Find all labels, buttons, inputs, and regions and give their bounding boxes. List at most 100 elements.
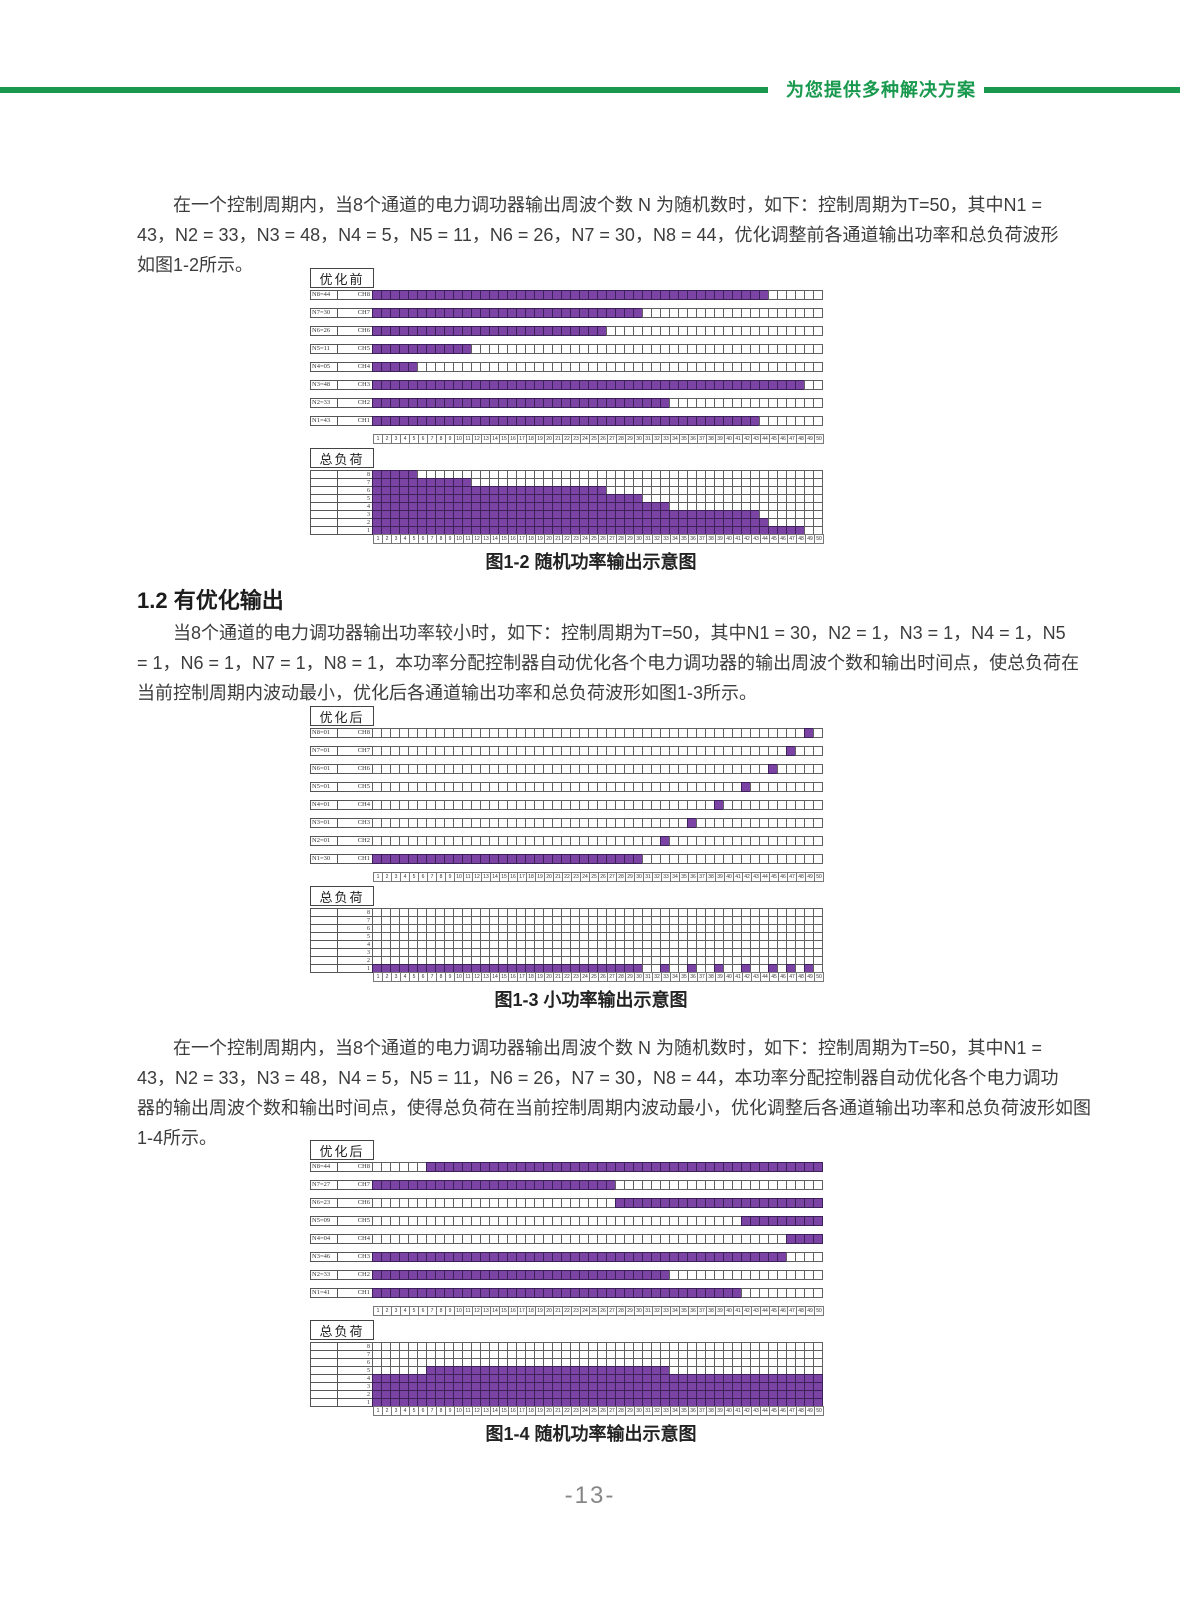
grid-cell — [813, 344, 823, 354]
cycle-grid — [372, 1234, 823, 1244]
total-load-title-box: 总负荷 — [310, 886, 374, 906]
paragraph-line: = 1，N6 = 1，N7 = 1，N8 = 1，本功率分配控制器自动优化各个电… — [137, 653, 1080, 673]
channel-n-label: N7=30 — [310, 308, 338, 318]
cycle-grid — [372, 746, 823, 756]
cycle-grid — [372, 948, 823, 957]
total-load-title-box: 总负荷 — [310, 1320, 374, 1340]
channel-name-label: CH6 — [337, 764, 373, 774]
channel-name-label: CH6 — [337, 1198, 373, 1208]
channel-row: N1=43 CH1 — [310, 416, 826, 426]
paragraph-line: 43，N2 = 33，N3 = 48，N4 = 5，N5 = 11，N6 = 2… — [137, 225, 1059, 245]
channel-row: N7=01 CH7 — [310, 746, 826, 756]
cycle-axis: 1 2 3 4 5 6 7 8 9 10 11 12 13 14 15 16 17 18 19 20 21 22 23 24 2… — [373, 1406, 826, 1416]
cycle-grid — [372, 1252, 823, 1262]
load-level-label: 1 — [337, 526, 373, 535]
channel-row: N8=44 CH8 — [310, 290, 826, 300]
grid-cell — [813, 1234, 823, 1244]
axis-tick: 50 — [814, 534, 824, 544]
channel-n-label: N5=09 — [310, 1216, 338, 1226]
grid-cell — [813, 1198, 823, 1208]
total-load-row: 3 — [310, 948, 826, 957]
channel-n-label: N7=01 — [310, 746, 338, 756]
paragraph-random-after: 在一个控制周期内，当8个通道的电力调功器输出周波个数 N 为随机数时，如下：控制… — [137, 1033, 1091, 1153]
paragraph-line: 如图1-2所示。 — [137, 255, 254, 275]
channel-row: N2=33 CH2 — [310, 1270, 826, 1280]
cycle-grid — [372, 1382, 823, 1391]
cycle-axis: 1 2 3 4 5 6 7 8 9 10 11 12 13 14 15 16 17 18 19 20 21 22 23 24 2… — [373, 434, 826, 444]
channel-row: N6=23 CH6 — [310, 1198, 826, 1208]
channel-n-label: N1=43 — [310, 416, 338, 426]
channel-name-label: CH7 — [337, 308, 373, 318]
cycle-grid — [372, 510, 823, 519]
cycle-grid — [372, 1288, 823, 1298]
channel-n-label: N6=26 — [310, 326, 338, 336]
cycle-grid — [372, 1162, 823, 1172]
channel-name-label: CH2 — [337, 398, 373, 408]
cycle-grid — [372, 916, 823, 925]
cycle-grid — [372, 836, 823, 846]
channel-row: N3=48 CH3 — [310, 380, 826, 390]
channel-name-label: CH6 — [337, 326, 373, 336]
channel-name-label: CH4 — [337, 1234, 373, 1244]
channel-row: N2=33 CH2 — [310, 398, 826, 408]
cycle-grid — [372, 818, 823, 828]
paragraph-random-before: 在一个控制周期内，当8个通道的电力调功器输出周波个数 N 为随机数时，如下：控制… — [137, 190, 1059, 280]
load-label-cell — [310, 526, 338, 535]
cycle-grid — [372, 1180, 823, 1190]
page-number: -13- — [564, 1482, 616, 1509]
total-load-row: 7 — [310, 1350, 826, 1359]
paragraph-line: 当8个通道的电力调功器输出功率较小时，如下：控制周期为T=50，其中N1 = 3… — [173, 623, 1066, 643]
section-heading: 1.2 有优化输出 — [137, 588, 284, 613]
axis-tick: 50 — [814, 1306, 824, 1316]
channel-row: N3=01 CH3 — [310, 818, 826, 828]
grid-cell — [813, 1288, 823, 1298]
channel-n-label: N8=44 — [310, 290, 338, 300]
channel-row: N7=27 CH7 — [310, 1180, 826, 1190]
channel-name-label: CH8 — [337, 1162, 373, 1172]
channel-row: N6=01 CH6 — [310, 764, 826, 774]
figure-1-4-caption: 图1-4 随机功率输出示意图 — [485, 1424, 697, 1444]
channel-name-label: CH5 — [337, 782, 373, 792]
cycle-axis: 1 2 3 4 5 6 7 8 9 10 11 12 13 14 15 16 17 18 19 20 21 22 23 24 2… — [373, 872, 826, 882]
cycle-grid — [372, 1270, 823, 1280]
channel-n-label: N1=41 — [310, 1288, 338, 1298]
header-rule-left — [0, 87, 768, 93]
axis-tick: 50 — [814, 872, 824, 882]
channel-row: N8=44 CH8 — [310, 1162, 826, 1172]
total-load-row: 5 — [310, 932, 826, 941]
grid-cell — [813, 1252, 823, 1262]
paragraph-line: 当前控制周期内波动最小，优化后各通道输出功率和总负荷波形如图1-3所示。 — [137, 683, 758, 703]
channel-name-label: CH5 — [337, 344, 373, 354]
load-level-label: 1 — [337, 1398, 373, 1407]
grid-cell — [813, 1216, 823, 1226]
channel-n-label: N7=27 — [310, 1180, 338, 1190]
grid-cell — [813, 836, 823, 846]
channel-row: N5=09 CH5 — [310, 1216, 826, 1226]
channel-row: N8=01 CH8 — [310, 728, 826, 738]
figure-1-2-waveform-before: 优化前 N8=44 CH8 N7=30 CH7 N6=26 CH6 N5=11 CH5 N4=05… — [310, 268, 826, 544]
channel-row: N5=01 CH5 — [310, 782, 826, 792]
grid-cell — [813, 746, 823, 756]
axis-tick: 50 — [814, 972, 824, 982]
channel-n-label: N5=11 — [310, 344, 338, 354]
grid-cell — [813, 1180, 823, 1190]
cycle-axis: 1 2 3 4 5 6 7 8 9 10 11 12 13 14 15 16 17 18 19 20 21 22 23 24 2… — [373, 972, 826, 982]
channel-name-label: CH7 — [337, 746, 373, 756]
cycle-grid — [372, 344, 823, 354]
cycle-grid — [372, 380, 823, 390]
channel-row: N4=05 CH4 — [310, 362, 826, 372]
channel-name-label: CH3 — [337, 1252, 373, 1262]
cycle-grid — [372, 1216, 823, 1226]
paragraph-line: 43，N2 = 33，N3 = 48，N4 = 5，N5 = 11，N6 = 2… — [137, 1068, 1059, 1088]
cycle-grid — [372, 308, 823, 318]
cycle-grid — [372, 932, 823, 941]
channel-n-label: N2=01 — [310, 836, 338, 846]
header-rule-right — [984, 87, 1180, 93]
cycle-grid — [372, 398, 823, 408]
cycle-axis: 1 2 3 4 5 6 7 8 9 10 11 12 13 14 15 16 17 18 19 20 21 22 23 24 2… — [373, 1306, 826, 1316]
load-label-cell — [310, 964, 338, 973]
total-load-row: 7 — [310, 916, 826, 925]
channel-n-label: N6=01 — [310, 764, 338, 774]
grid-cell — [813, 290, 823, 300]
total-load-row: 2 — [310, 1390, 826, 1399]
